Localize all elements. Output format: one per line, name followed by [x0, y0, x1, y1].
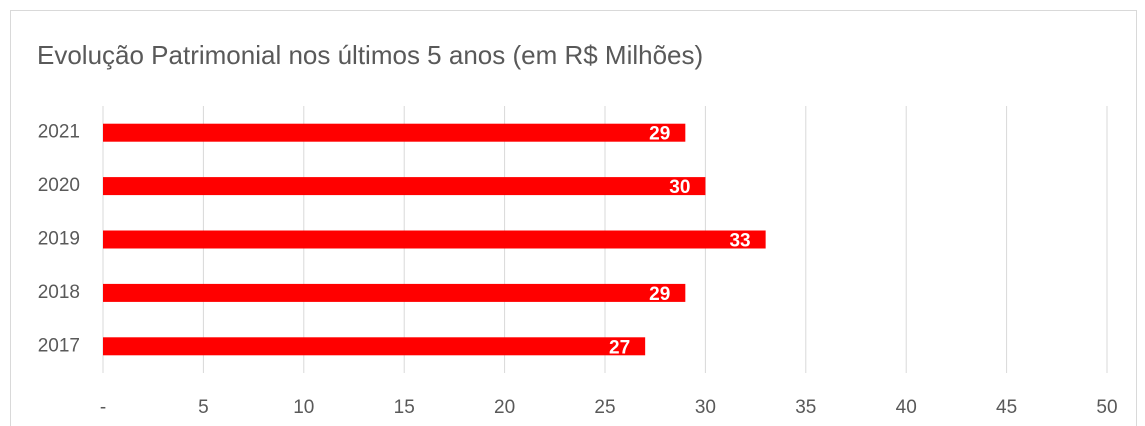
bar: [103, 230, 766, 249]
bar: [103, 283, 686, 302]
chart-border: [10, 10, 1137, 426]
x-tick-label: 35: [795, 397, 816, 418]
y-tick-label: 2019: [38, 229, 80, 250]
x-tick-label: 25: [594, 397, 615, 418]
x-tick-label: -: [100, 397, 106, 418]
bar: [103, 177, 706, 196]
y-tick-label: 2020: [38, 175, 80, 196]
data-label: 33: [729, 231, 750, 252]
x-tick-label: 15: [394, 397, 415, 418]
y-tick-label: 2017: [38, 335, 80, 356]
data-label: 27: [609, 337, 630, 358]
bar: [103, 123, 686, 142]
data-label: 29: [649, 124, 670, 145]
x-tick-label: 50: [1096, 397, 1117, 418]
x-tick-label: 5: [198, 397, 209, 418]
x-tick-label: 30: [695, 397, 716, 418]
data-label: 30: [669, 177, 690, 198]
y-tick-label: 2018: [38, 282, 80, 303]
x-tick-label: 20: [494, 397, 515, 418]
x-tick-label: 45: [996, 397, 1017, 418]
bar: [103, 337, 646, 356]
data-label: 29: [649, 284, 670, 305]
y-tick-label: 2021: [38, 122, 80, 143]
chart-title: Evolução Patrimonial nos últimos 5 anos …: [37, 40, 703, 70]
x-tick-label: 40: [896, 397, 917, 418]
x-tick-label: 10: [293, 397, 314, 418]
